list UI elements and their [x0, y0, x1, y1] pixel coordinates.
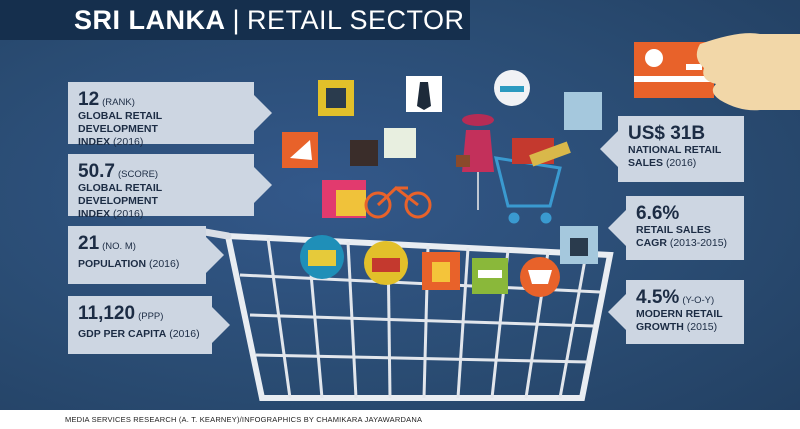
stat-label: MODERN RETAIL: [636, 308, 723, 320]
stat-label: GLOBAL RETAIL DEVELOPMENT: [78, 110, 162, 135]
stat-year: (2016): [113, 208, 144, 220]
title-separator: |: [232, 4, 241, 35]
stat-unit: (PPP): [138, 311, 164, 322]
stat-year: (2016): [665, 157, 697, 169]
credits-footer: MEDIA SERVICES RESEARCH (A. T. KEARNEY)/…: [0, 410, 800, 429]
stat-card-retail-sales: US$ 31B NATIONAL RETAIL SALES (2016): [600, 116, 744, 182]
stat-card-population: 21 (NO. M) POPULATION (2016): [68, 226, 224, 284]
stat-value: 4.5%: [636, 287, 680, 308]
stat-label: GDP PER CAPITA: [78, 328, 167, 340]
stat-value: 12: [78, 89, 100, 110]
stat-card-modern-retail: 4.5% (Y-O-Y) MODERN RETAIL GROWTH (2015): [608, 280, 744, 344]
stat-card-cagr: 6.6% RETAIL SALES CAGR (2013-2015): [608, 196, 744, 260]
mannequin-icon: [456, 114, 494, 210]
stat-label: RETAIL SALES: [636, 224, 711, 236]
title-main: SRI LANKA: [74, 4, 226, 35]
stat-value: 6.6%: [636, 203, 680, 224]
stat-value: 21: [78, 233, 100, 254]
stat-value: 50.7: [78, 161, 115, 182]
hand-icon: [696, 33, 800, 111]
stat-label: POPULATION: [78, 258, 147, 270]
stat-label-2: GROWTH: [636, 321, 684, 333]
stat-label-2: CAGR: [636, 237, 667, 249]
stat-label-2: SALES: [628, 157, 664, 169]
stat-label: GLOBAL RETAIL DEVELOPMENT: [78, 182, 162, 207]
stat-label: NATIONAL RETAIL: [628, 144, 722, 156]
stat-year: (2016): [148, 258, 180, 270]
stat-label-2: INDEX: [78, 136, 111, 148]
title-bar: SRI LANKA | RETAIL SECTOR: [0, 0, 470, 40]
title-sub: RETAIL SECTOR: [247, 4, 465, 35]
stat-label-2: INDEX: [78, 208, 111, 220]
stat-unit: (Y-O-Y): [682, 295, 715, 306]
stat-unit: (NO. M): [102, 241, 136, 252]
stat-value: US$ 31B: [628, 123, 706, 144]
bicycle-icon: [364, 186, 432, 219]
stat-unit: (RANK): [102, 97, 135, 108]
stat-card-gdp: 11,120 (PPP) GDP PER CAPITA (2016): [68, 296, 230, 354]
computer-icon: [384, 128, 416, 158]
stat-unit: (SCORE): [117, 169, 159, 180]
wallet-money-icon: [350, 140, 378, 166]
stat-year: (2016): [113, 136, 144, 148]
stat-year: (2013-2015): [669, 237, 728, 249]
stat-card-gdri-rank: 12 (RANK) GLOBAL RETAIL DEVELOPMENT INDEX…: [68, 82, 272, 148]
shopping-cart-illustration: [201, 33, 800, 401]
purse-icon: [564, 92, 602, 130]
stat-card-gdri-score: 50.7 (SCORE) GLOBAL RETAIL DEVELOPMENT IN…: [68, 154, 272, 220]
stat-value: 11,120: [78, 303, 136, 324]
stat-year: (2015): [686, 321, 718, 333]
stat-year: (2016): [169, 328, 200, 340]
big-cart-icon: [201, 228, 614, 401]
small-cart-icon: [493, 156, 562, 224]
